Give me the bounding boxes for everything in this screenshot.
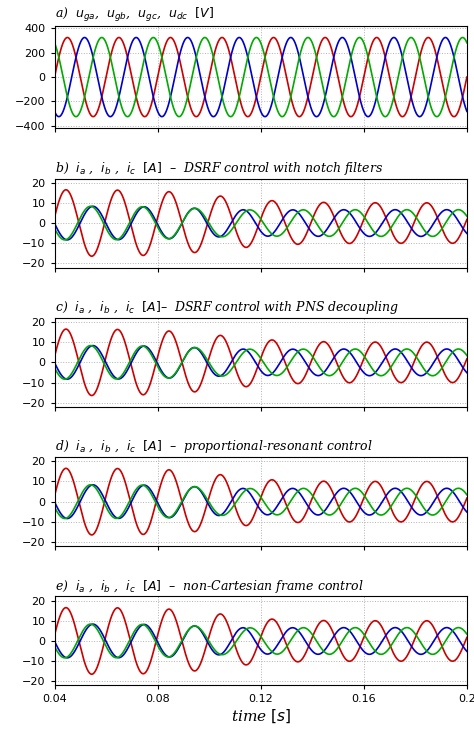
X-axis label: time $[s]$: time $[s]$: [231, 707, 291, 725]
Text: b)  $i_a$ ,  $i_b$ ,  $i_c$  $[A]$  –  DSRF control with notch filters: b) $i_a$ , $i_b$ , $i_c$ $[A]$ – DSRF co…: [55, 160, 383, 177]
Text: d)  $i_a$ ,  $i_b$ ,  $i_c$  $[A]$  –  proportional-resonant control: d) $i_a$ , $i_b$ , $i_c$ $[A]$ – proport…: [55, 439, 373, 456]
Text: e)  $i_a$ ,  $i_b$ ,  $i_c$  $[A]$  –  non-Cartesian frame control: e) $i_a$ , $i_b$ , $i_c$ $[A]$ – non-Car…: [55, 578, 363, 595]
Text: c)  $i_a$ ,  $i_b$ ,  $i_c$  $[A]$–  DSRF control with PNS decoupling: c) $i_a$ , $i_b$ , $i_c$ $[A]$– DSRF con…: [55, 299, 399, 316]
Text: a)  $u_{ga}$,  $u_{gb}$,  $u_{gc}$,  $u_{dc}$  $[V]$: a) $u_{ga}$, $u_{gb}$, $u_{gc}$, $u_{dc}…: [55, 6, 214, 24]
